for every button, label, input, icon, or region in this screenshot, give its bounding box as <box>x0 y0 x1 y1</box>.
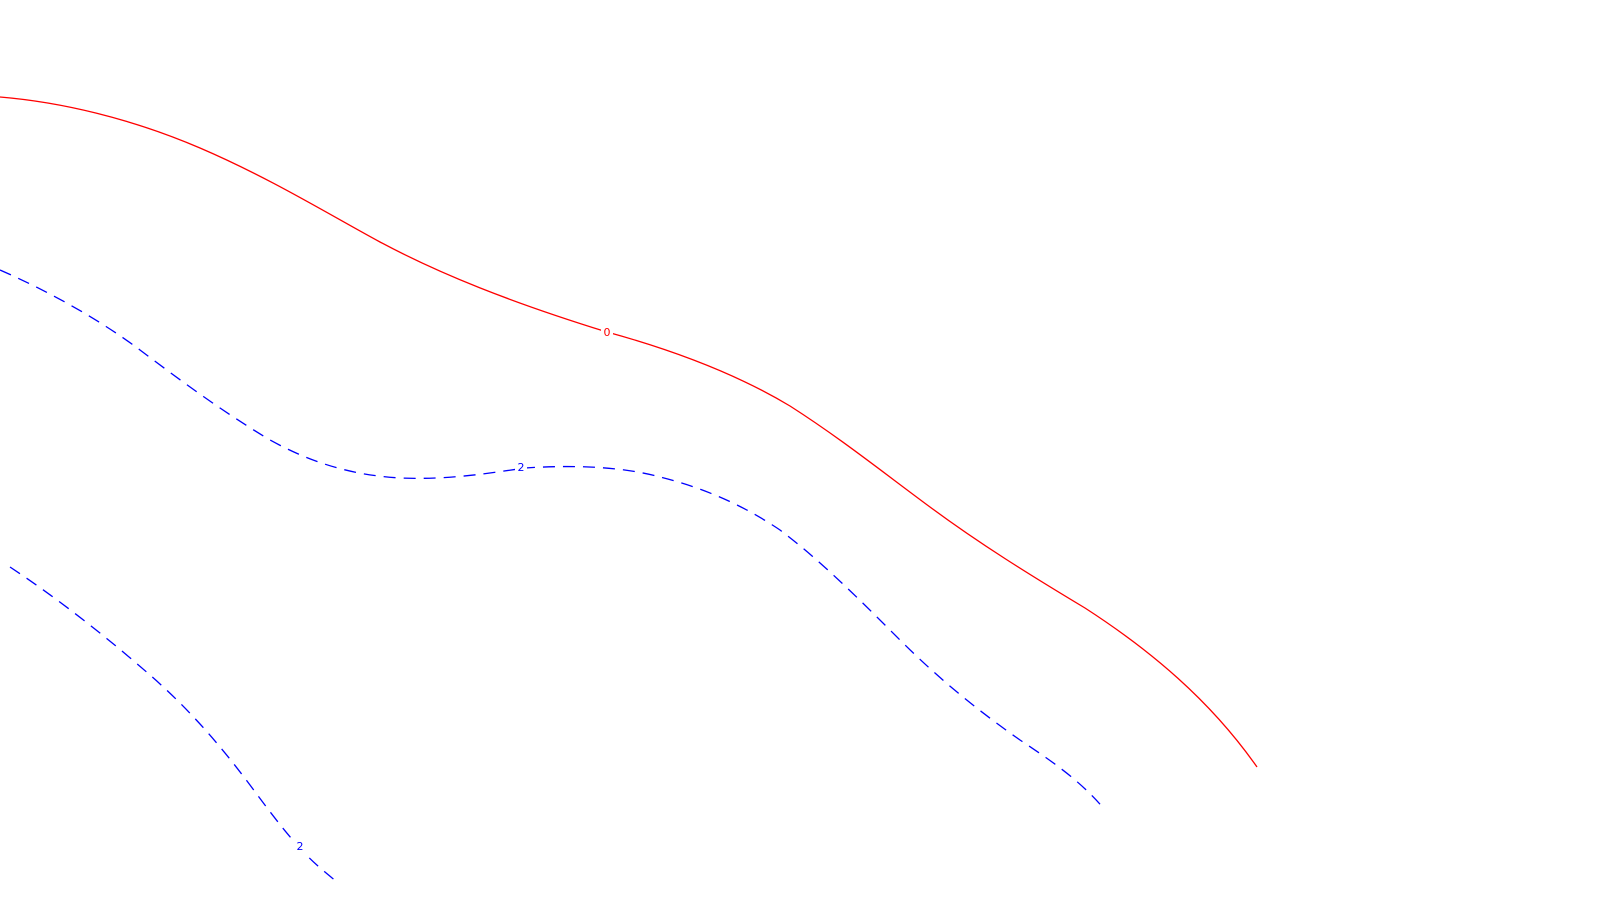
contour-label-bg <box>601 326 613 339</box>
contour-line-level-0 <box>0 96 1258 768</box>
contour-label-level-2-upper: 2 <box>518 461 525 474</box>
contour-label-level-2-lower: 2 <box>297 840 304 853</box>
contour-line-level-2-lower <box>9 566 338 883</box>
contour-label-level-0: 0 <box>604 326 611 339</box>
contour-label-bg <box>515 461 527 474</box>
contour-line-level-2-upper <box>0 269 1106 811</box>
contour-label-bg <box>294 840 306 853</box>
